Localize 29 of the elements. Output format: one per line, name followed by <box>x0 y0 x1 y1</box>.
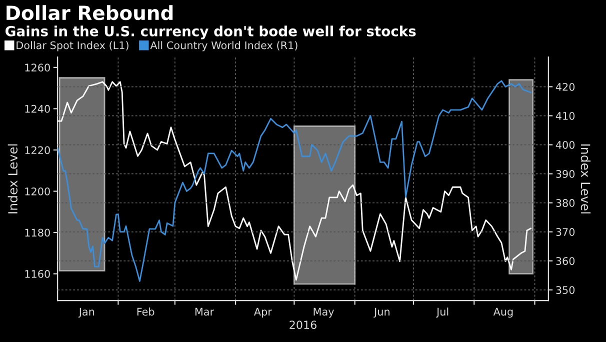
legend-label: All Country World Index (R1) <box>150 41 298 52</box>
y2-tick-label: 350 <box>556 286 575 294</box>
y2-tick-label: 410 <box>556 112 575 120</box>
x-tick-label: Jun <box>374 308 390 318</box>
y-tick-label: 1160 <box>25 270 50 278</box>
y2-tick-label: 420 <box>556 82 575 91</box>
y2-axis-title: Index Level <box>580 144 591 214</box>
y-tick-label: 1240 <box>25 104 50 113</box>
y-tick-label: 1220 <box>25 146 50 154</box>
x-axis-title: 2016 <box>290 320 316 330</box>
chart-subtitle: Gains in the U.S. currency don't bode well for stocks <box>6 26 416 40</box>
y2-tick-label: 370 <box>556 228 575 236</box>
legend-label: Dollar Spot Index (L1) <box>16 41 128 52</box>
y2-tick-label: 360 <box>556 257 575 265</box>
x-tick-label: Apr <box>254 308 272 318</box>
y-tick-label: 1180 <box>25 228 50 237</box>
y2-tick-label: 380 <box>556 199 575 207</box>
x-tick-label: Jan <box>78 308 94 318</box>
x-tick-label: May <box>314 308 334 318</box>
y-axis-title: Index Level <box>8 144 18 214</box>
y-tick-label: 1200 <box>25 187 50 196</box>
y-tick-label: 1260 <box>25 64 50 72</box>
y2-tick-label: 390 <box>556 170 575 178</box>
x-tick-label: Aug <box>493 308 513 318</box>
y2-tick-label: 400 <box>556 140 575 149</box>
x-tick-label: Mar <box>195 308 214 316</box>
x-tick-label: Feb <box>137 308 154 316</box>
chart-title: Dollar Rebound <box>6 5 173 20</box>
x-tick-label: Jul <box>436 308 448 318</box>
